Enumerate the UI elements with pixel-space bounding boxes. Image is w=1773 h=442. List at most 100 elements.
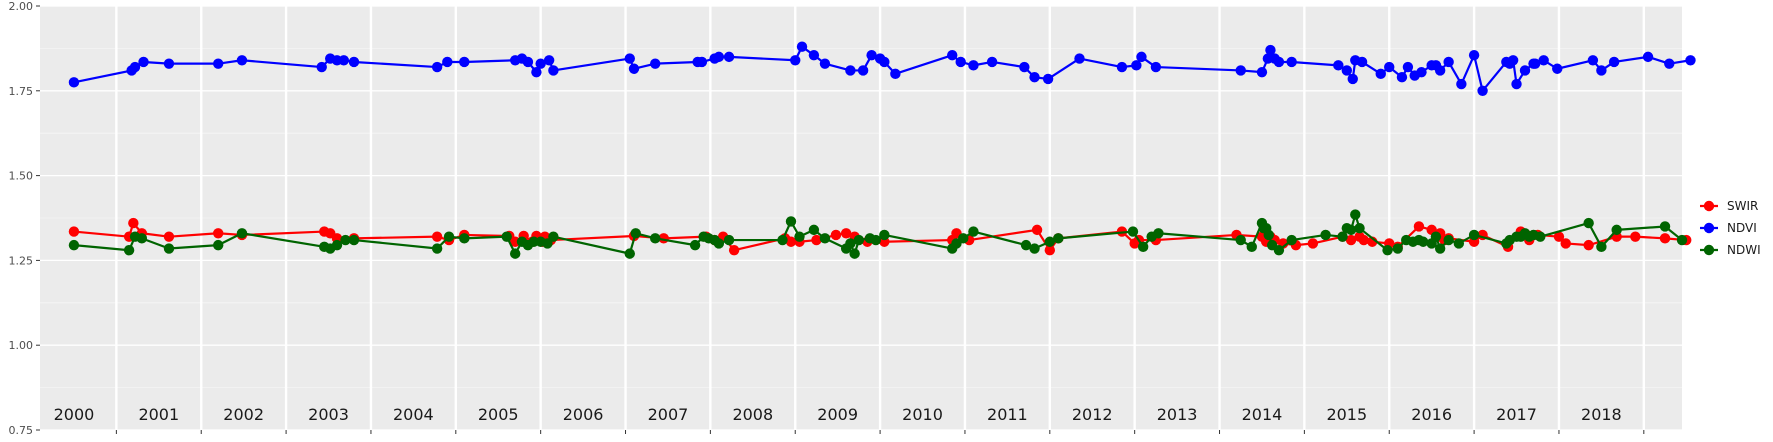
ndwi-data-point [1263,229,1274,241]
ndwi-data-point [1611,224,1622,236]
ndwi-data-point [879,229,890,241]
ndvi-data-point [236,55,248,66]
ndwi-data-point [1430,231,1442,242]
swir-data-point [811,234,822,246]
ndwi-data-point [1153,228,1164,239]
swir-data-point [1560,238,1571,249]
ndwi-data-point [1676,234,1688,246]
ndwi-data-point [236,228,248,239]
ndvi-data-point [1519,65,1531,76]
year-label: 2004 [393,405,434,424]
y-tick-label: 1.50 [9,170,34,183]
ndvi-data-point [650,58,661,69]
ndvi-data-point [338,55,349,66]
ndvi-data-point [1074,53,1085,64]
ndwi-data-point [853,234,865,246]
ndwi-data-point [1137,241,1149,253]
ndvi-data-point [696,56,708,68]
ndwi-data-point [1354,222,1365,234]
ndwi-data-point [68,239,80,251]
ndvi-data-point [1019,61,1030,73]
ndvi-data-point [1116,61,1128,73]
ndvi-data-point [459,56,470,68]
ndwi-data-point [1320,229,1331,241]
ndvi-data-point [1685,55,1696,66]
ndvi-data-point [1402,61,1414,73]
ndwi-data-point [542,238,553,249]
ndvi-data-point [1507,55,1519,66]
ndvi-data-point [1150,61,1162,73]
ndvi-data-point [1608,56,1620,68]
ndvi-data-point [723,51,735,63]
ndwi-data-point [849,248,860,259]
swir-data-point [1044,245,1056,256]
ndvi-data-point [790,55,801,66]
year-label: 2018 [1581,405,1622,424]
ndwi-data-point [1417,236,1429,247]
year-label: 2008 [732,405,773,424]
year-label: 2009 [817,405,858,424]
ndwi-data-point [794,231,805,242]
ndvi-data-point [1265,44,1276,56]
year-label: 2011 [987,405,1028,424]
ndvi-data-point [1273,56,1285,68]
year-label: 2000 [54,405,95,424]
swir-data-point [1345,234,1357,246]
year-label: 2015 [1326,405,1367,424]
ndwi-data-point [348,234,360,246]
year-label: 2006 [563,405,604,424]
ndvi-data-point [1456,78,1467,90]
ndwi-data-point [1583,217,1594,229]
ndwi-legend-label: NDWI [1727,243,1761,257]
year-label: 2016 [1411,405,1452,424]
ndwi-data-point [785,216,797,227]
ndwi-data-point [968,226,979,237]
swir-data-point [163,231,175,242]
year-label: 2013 [1157,405,1198,424]
ndvi-data-point [1375,68,1386,80]
ndvi-data-point [1333,60,1344,71]
year-label: 2003 [308,405,349,424]
ndwi-data-point [1337,231,1348,242]
legend: SWIR NDVI NDWI [1698,196,1761,260]
ndvi-data-point [1529,58,1541,69]
ndwi-data-point [1468,229,1480,241]
ndvi-data-point [1477,85,1488,97]
swir-data-point [728,245,740,256]
ndwi-data-point [213,239,224,251]
ndwi-legend-marker [1703,244,1715,256]
y-tick-label: 2.00 [9,0,34,13]
ndvi-data-point [845,65,856,76]
swir-data-point [1630,231,1641,242]
ndvi-data-point [986,56,998,68]
ndvi-data-point [316,61,327,73]
ndwi-data-point [431,243,443,254]
swir-data-point [68,226,80,237]
ndwi-data-point [1350,209,1361,220]
ndwi-data-point [1020,239,1032,251]
ndvi-data-point [890,68,901,80]
swir-data-point [213,228,224,239]
ndvi-data-point [1538,55,1549,66]
swir-data-point [840,228,852,239]
ndvi-data-point [1347,73,1358,85]
ndvi-data-point [129,61,141,73]
ndvi-legend-marker [1703,222,1715,234]
ndwi-data-point [713,238,725,249]
ndvi-data-point [713,51,725,63]
ndvi-data-point [796,41,808,52]
y-tick-label: 0.75 [9,424,34,437]
ndwi-data-point [1535,231,1546,242]
y-tick-label: 1.25 [9,254,34,267]
year-label: 2002 [223,405,264,424]
ndvi-data-point [1552,63,1563,74]
ndvi-data-point [968,60,979,71]
ndvi-data-point [548,65,559,76]
ndwi-data-point [510,248,521,259]
ndwi-data-point [340,234,351,246]
ndvi-data-point [543,55,555,66]
ndvi-data-point [442,56,453,68]
ndwi-data-point [819,233,831,244]
ndvi-data-point [213,58,224,69]
ndwi-data-point [624,248,635,259]
